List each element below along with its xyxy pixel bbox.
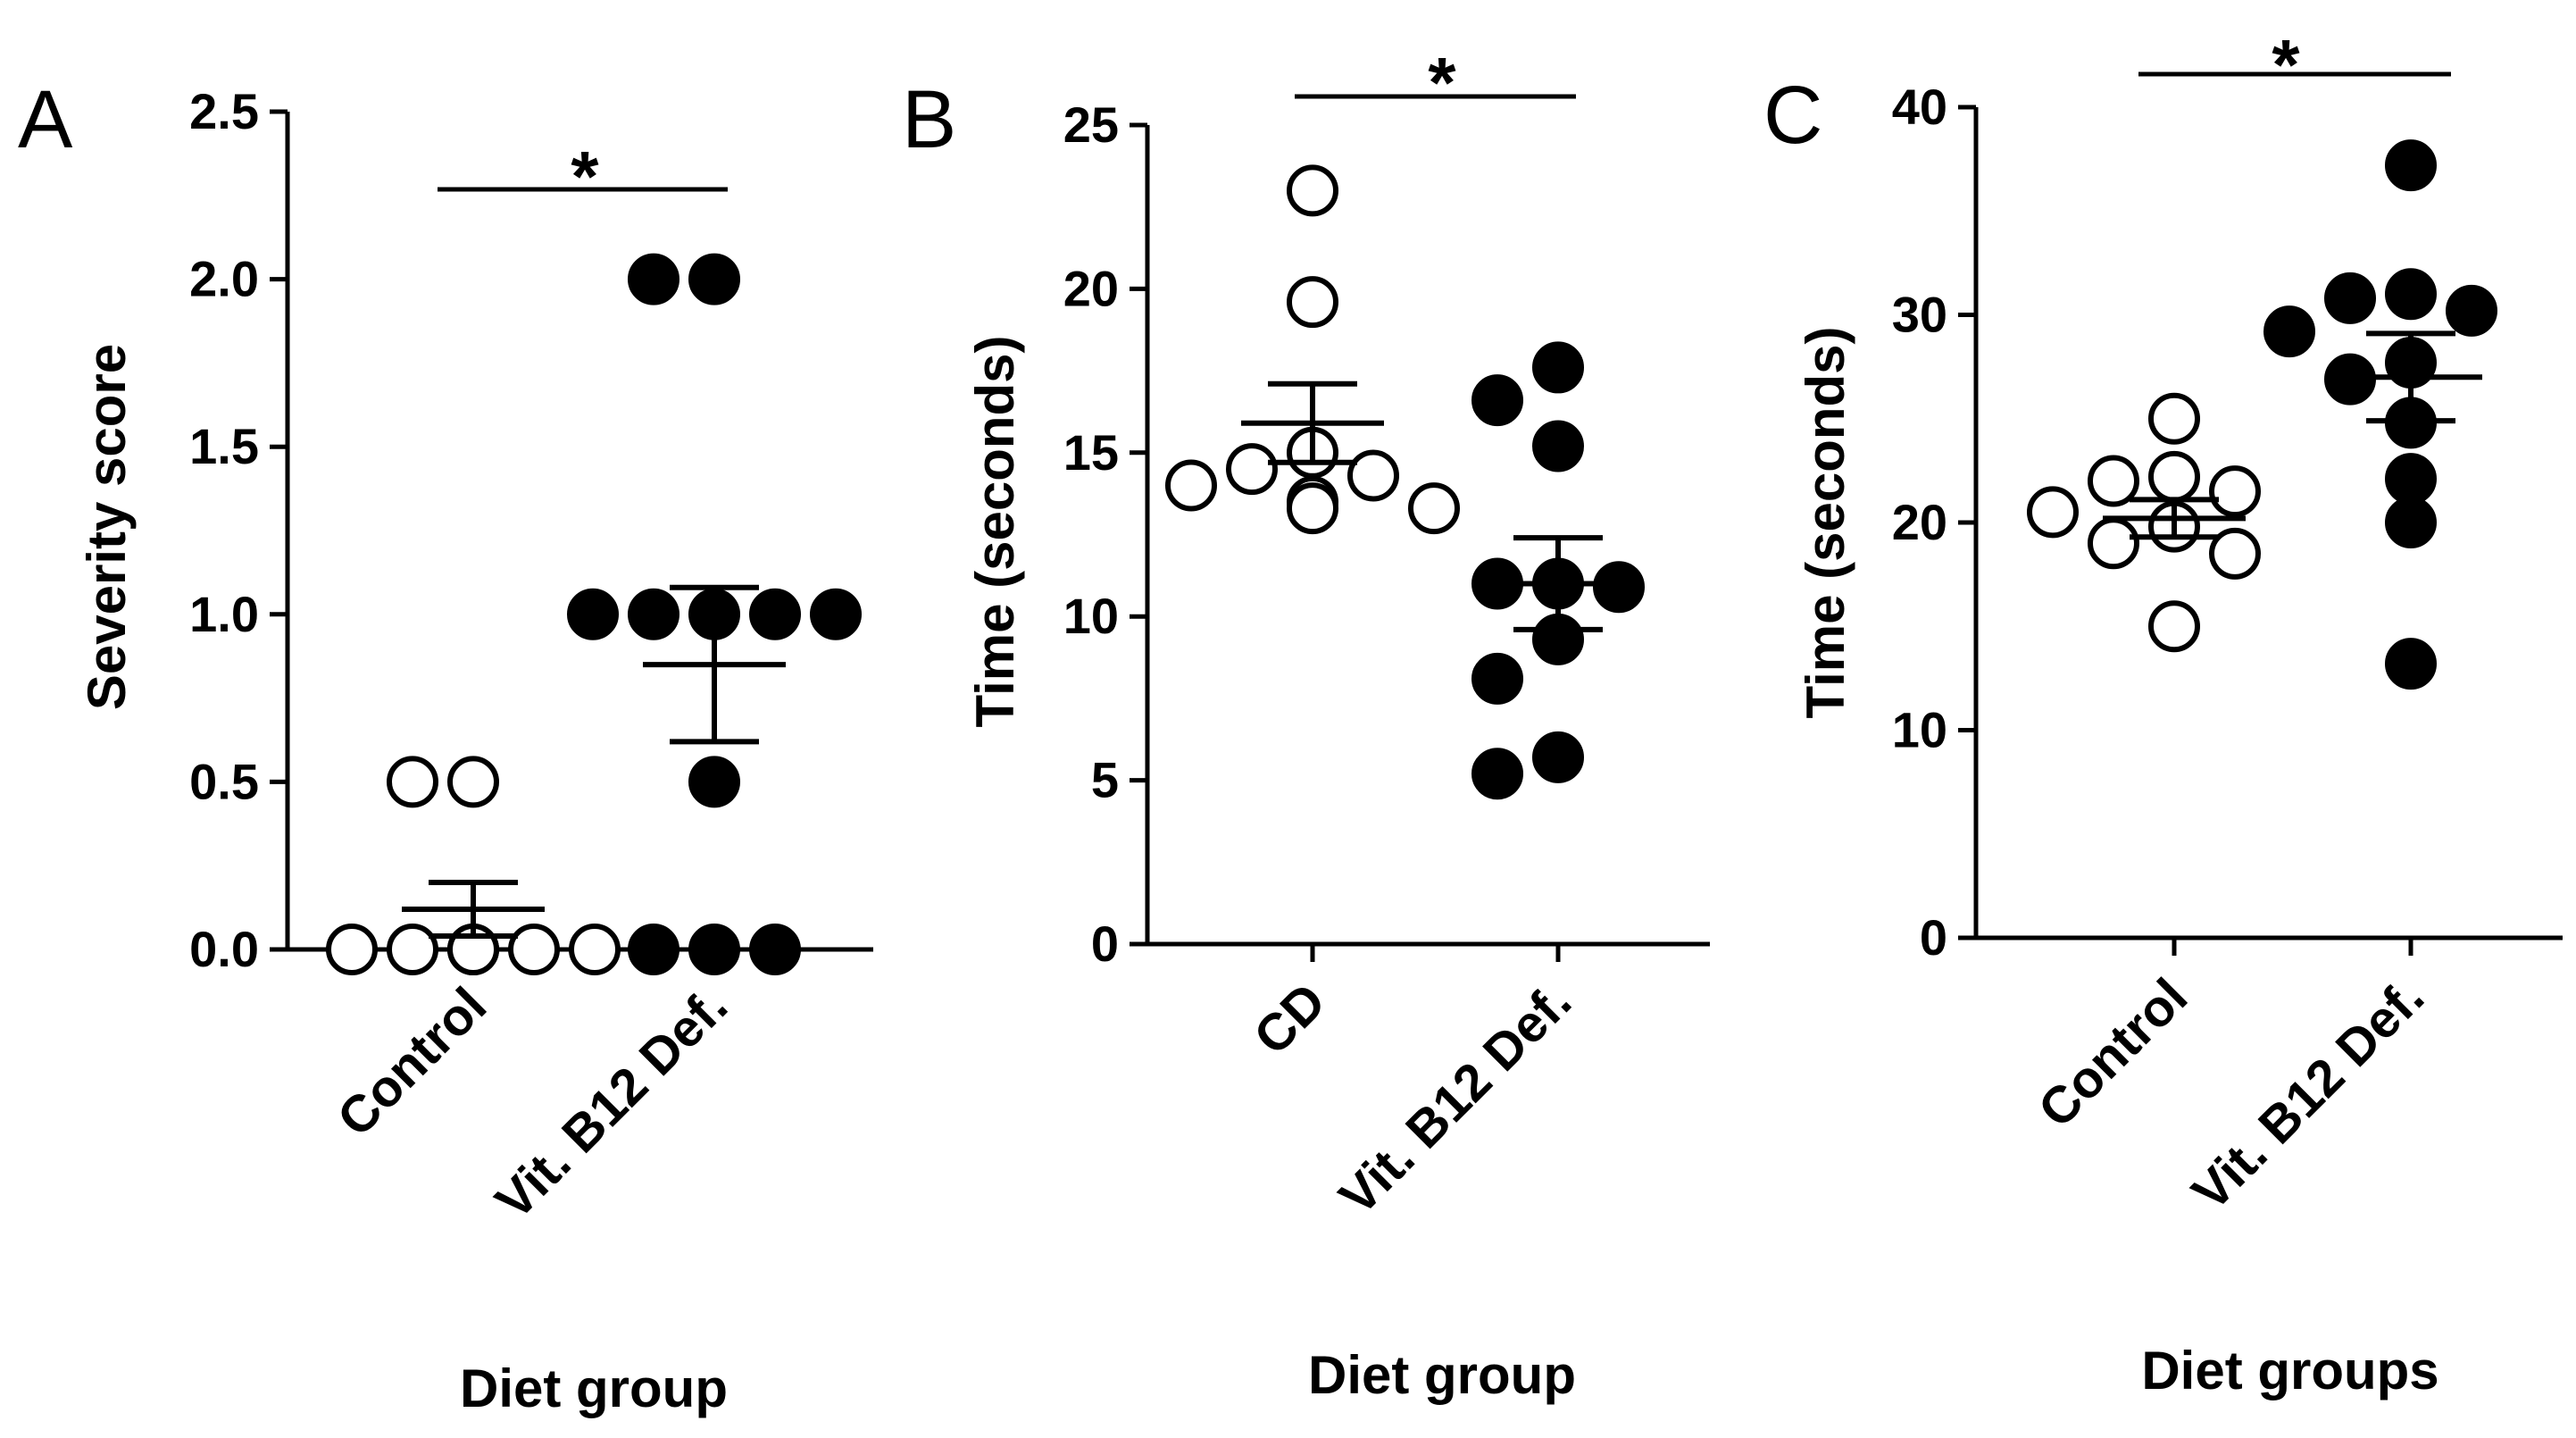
data-point-filled [2385,497,2437,548]
y-tick-label: 30 [1892,287,1947,343]
data-point-open [2209,465,2261,518]
y-tick-label: 20 [1063,260,1119,316]
y-tick-label: 0 [1920,909,1947,966]
y-tick-label: 25 [1063,96,1119,153]
data-point-filled [628,253,679,305]
y-tick-label: 40 [1892,79,1947,135]
data-point-open [569,924,621,975]
panel-b: B Time (seconds) Diet group 0 5 10 15 20 25 CD… [902,43,1710,1405]
panel-b-x-axis-title: Diet group [1308,1345,1576,1405]
panel-b-letter: B [902,74,956,165]
data-point-filled [1471,652,1523,705]
data-point-open [2088,517,2139,570]
data-point-filled [688,924,740,975]
data-point-open [387,924,438,975]
data-point-filled [567,588,619,640]
x-tick-label: Control [326,976,497,1148]
y-tick-label: 10 [1063,588,1119,644]
data-point-open [1287,482,1338,535]
data-point-filled [2385,268,2437,321]
data-point-filled [1532,341,1584,394]
data-point-filled [628,924,679,975]
data-point-open [1165,459,1217,512]
data-point-open [1287,164,1338,217]
y-tick-label: 5 [1091,752,1119,808]
data-point-filled [2385,139,2437,192]
panel-a-y-axis-title: Severity score [77,344,137,710]
x-tick-label: Vit. B12 Def. [485,976,739,1231]
data-point-filled [2385,638,2437,690]
panel-a: A Severity score Diet group 0.0 0.5 1.0 1.5… [18,74,873,1418]
data-point-filled [1593,561,1645,614]
data-point-open [387,756,438,808]
y-tick-label: 20 [1892,494,1947,550]
data-point-open [2148,392,2200,445]
data-point-filled [749,924,801,975]
panel-a-x-axis-title: Diet group [460,1359,728,1418]
data-point-filled [2446,284,2497,337]
data-point-open [447,756,499,808]
data-point-filled [2385,453,2437,506]
data-point-open [508,924,560,975]
data-point-filled [688,756,740,808]
data-point-open [2088,455,2139,507]
data-point-filled [688,253,740,305]
significance-label: * [1428,43,1456,122]
data-point-open [2027,486,2079,539]
y-tick-label: 1.5 [189,418,259,474]
x-tick-label: Vit. B12 Def. [1329,972,1583,1226]
panel-c: C Time (seconds) Diet groups 0 10 20 30 40 Co… [1763,25,2563,1400]
data-point-filled [1471,748,1523,800]
data-point-open [2148,600,2200,653]
data-point-open [1408,482,1460,535]
data-point-open [326,924,378,975]
significance-label: * [2272,25,2300,105]
panel-c-y-axis-title: Time (seconds) [1796,326,1855,718]
data-point-filled [749,588,801,640]
x-tick-label: Control [2027,967,2198,1139]
x-tick-label: CD [1243,972,1337,1066]
panel-c-x-axis-title: Diet groups [2141,1341,2438,1400]
y-tick-label: 0.0 [189,921,259,977]
panel-b-y-axis-title: Time (seconds) [965,335,1025,727]
y-tick-label: 2.0 [189,251,259,307]
data-point-open [1347,449,1399,502]
y-tick-label: 0.5 [189,753,259,809]
y-tick-label: 15 [1063,424,1119,481]
panel-c-letter: C [1763,70,1822,161]
y-tick-label: 2.5 [189,83,259,139]
data-point-open [2209,527,2261,580]
data-point-filled [1471,374,1523,427]
data-point-filled [1532,731,1584,783]
significance-label: * [571,137,599,216]
data-point-filled [2263,305,2315,358]
data-point-filled [2324,272,2376,324]
data-point-open [1226,443,1278,496]
y-tick-label: 0 [1091,915,1119,972]
panel-a-letter: A [18,74,73,165]
y-tick-label: 10 [1892,702,1947,758]
data-point-filled [1532,420,1584,472]
data-point-filled [810,588,862,640]
data-point-open [2148,450,2200,503]
data-point-open [1287,276,1338,329]
y-tick-label: 1.0 [189,586,259,642]
x-tick-label: Vit. B12 Def. [2181,967,2436,1222]
data-point-filled [628,588,679,640]
